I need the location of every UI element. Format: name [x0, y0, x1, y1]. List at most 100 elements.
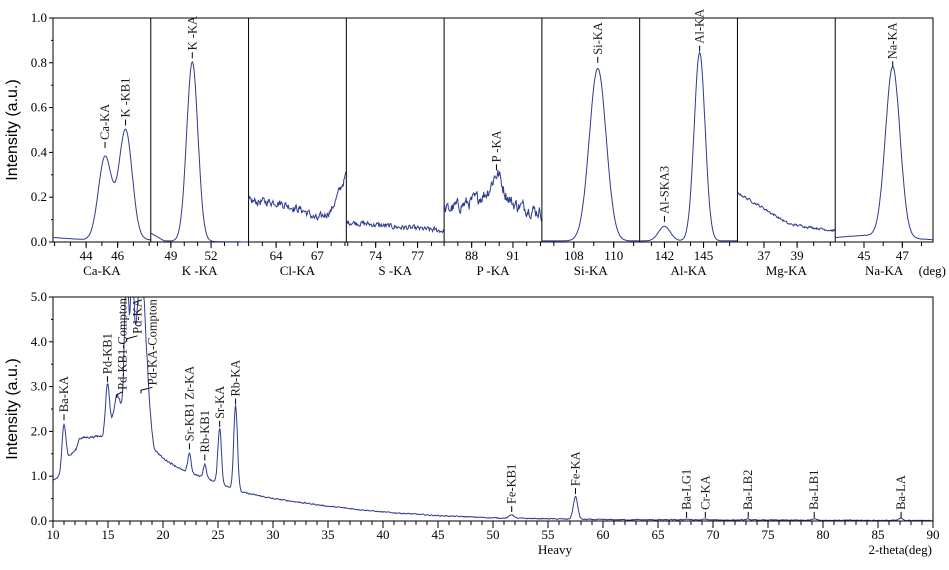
x-tick-label: 110: [604, 248, 623, 263]
x-tick-label: 15: [102, 527, 115, 542]
peak-label: Ba-KA: [57, 376, 71, 412]
x-tick-label: 20: [157, 527, 170, 542]
x-tick-label: 67: [311, 248, 325, 263]
y-tick-label: 4.0: [31, 334, 47, 349]
peak-label: Si-KA: [591, 22, 605, 55]
x-tick-label: 39: [791, 248, 804, 263]
x-tick-label: 60: [597, 527, 610, 542]
peak-label: Pd-KA-Compton: [145, 298, 159, 385]
x-tick-label: 91: [506, 248, 519, 263]
x-tick-label: 10: [47, 527, 60, 542]
peak-label: Ba-LA: [894, 475, 908, 510]
peak-label: Sr-KB1 Zr-KA: [182, 366, 196, 442]
peak-label: Cr-KA: [698, 475, 712, 509]
peak-marker: [140, 386, 153, 394]
x-tick-label: 142: [655, 248, 675, 263]
peak-label: K -KA: [185, 16, 199, 50]
y-tick-label: 1.0: [31, 10, 47, 25]
x-tick-label: 85: [872, 527, 885, 542]
x-tick-label: 65: [652, 527, 665, 542]
y-tick-label: 2.0: [31, 423, 47, 438]
peak-label: Na-KA: [886, 22, 900, 59]
peak-label: Al-KA: [693, 9, 707, 44]
y-axis-label: Intensity (a.u.): [4, 358, 21, 459]
peak-label: Rb-KA: [229, 360, 243, 397]
spectrum-line: [639, 51, 738, 242]
x-tick-label: 44: [80, 248, 94, 263]
peak-label: Fe-KB1: [505, 464, 519, 504]
spectrum-line: [541, 67, 640, 242]
peak-label: Pd-KA: [130, 298, 144, 333]
x-tick-label: 64: [270, 248, 284, 263]
y-axis-label: Intensity (a.u.): [4, 79, 21, 180]
x-tick-label: 46: [111, 248, 125, 263]
panel-label: Na-KA: [865, 263, 904, 278]
panel-label: Cl-KA: [280, 263, 316, 278]
spectrum-line: [443, 169, 543, 222]
spectrum-line: [346, 219, 445, 234]
panel-label: K -KA: [182, 263, 218, 278]
peak-label: P -KA: [489, 130, 503, 162]
peak-label: Pd-KB1-Compton: [115, 297, 129, 389]
peak-marker: [126, 335, 138, 342]
x-unit-label: (deg): [919, 263, 946, 278]
spectrum-line: [52, 296, 933, 522]
x-tick-label: 40: [377, 527, 390, 542]
peak-label: Al-SKA3: [657, 166, 671, 214]
panel-k-ka: 49 52K -KAK -KA: [150, 16, 249, 278]
x-tick-label: 74: [369, 248, 383, 263]
spectrum-line: [835, 66, 933, 241]
x-tick-label: 88: [465, 248, 478, 263]
x-tick-label: 25: [212, 527, 225, 542]
peak-label: Pd-KB1: [100, 333, 114, 374]
peak-label: Rb-KB1: [198, 410, 212, 452]
panel-p-ka: 88 91P -KAP -KA: [443, 18, 543, 278]
x-tick-label: 108: [564, 248, 584, 263]
x-tick-label: 52: [205, 248, 218, 263]
y-tick-label: 0.0: [31, 513, 47, 528]
peak-marker: [116, 391, 123, 398]
peak-label: Ba-LG1: [680, 469, 694, 510]
y-tick-label: 5.0: [31, 289, 47, 304]
x-tick-label: 50: [487, 527, 500, 542]
x-tick-label: 35: [322, 527, 335, 542]
panel-label: Si-KA: [574, 263, 609, 278]
x-tick-label: 75: [762, 527, 775, 542]
x-tick-label: 55: [542, 527, 555, 542]
spectrum-line: [737, 191, 836, 233]
panel-s-ka: 74 77S -KA: [345, 18, 445, 278]
heavy-spectrum-plot: 10 15 20 25 30 35 40 45 50 55 60 65 70 75 80 85 90 0.0 1.0…: [4, 289, 940, 557]
x-tick-label: 45: [432, 527, 445, 542]
x-tick-label: 30: [267, 527, 280, 542]
peak-label: Ca-KA: [98, 104, 112, 140]
y-tick-label: 0.2: [31, 189, 47, 204]
peak-label: Fe-KA: [569, 451, 583, 486]
spectrum-line: [52, 128, 151, 241]
x-tick-label: 90: [927, 527, 940, 542]
x-tick-label: 145: [694, 248, 714, 263]
panel-label: Al-KA: [671, 263, 708, 278]
peak-label: K -KB1: [119, 78, 133, 118]
x-axis-label: 2-theta(deg): [868, 542, 932, 557]
y-tick-label: 0.8: [31, 55, 47, 70]
y-tick-label: 0.6: [31, 100, 48, 115]
y-tick-label: 1.0: [31, 468, 47, 483]
panel-label: Ca-KA: [83, 263, 121, 278]
subtitle: Heavy: [538, 542, 572, 557]
y-tick-label: 3.0: [31, 379, 47, 394]
peak-label: Ba-LB2: [741, 470, 755, 510]
x-tick-label: 47: [896, 248, 910, 263]
panel-label: P -KA: [476, 263, 510, 278]
peak-label: Ba-LB1: [807, 470, 821, 510]
x-tick-label: 45: [857, 248, 870, 263]
x-tick-label: 49: [164, 248, 177, 263]
x-tick-label: 37: [757, 248, 771, 263]
peak-label: Sr-KA: [213, 386, 227, 419]
